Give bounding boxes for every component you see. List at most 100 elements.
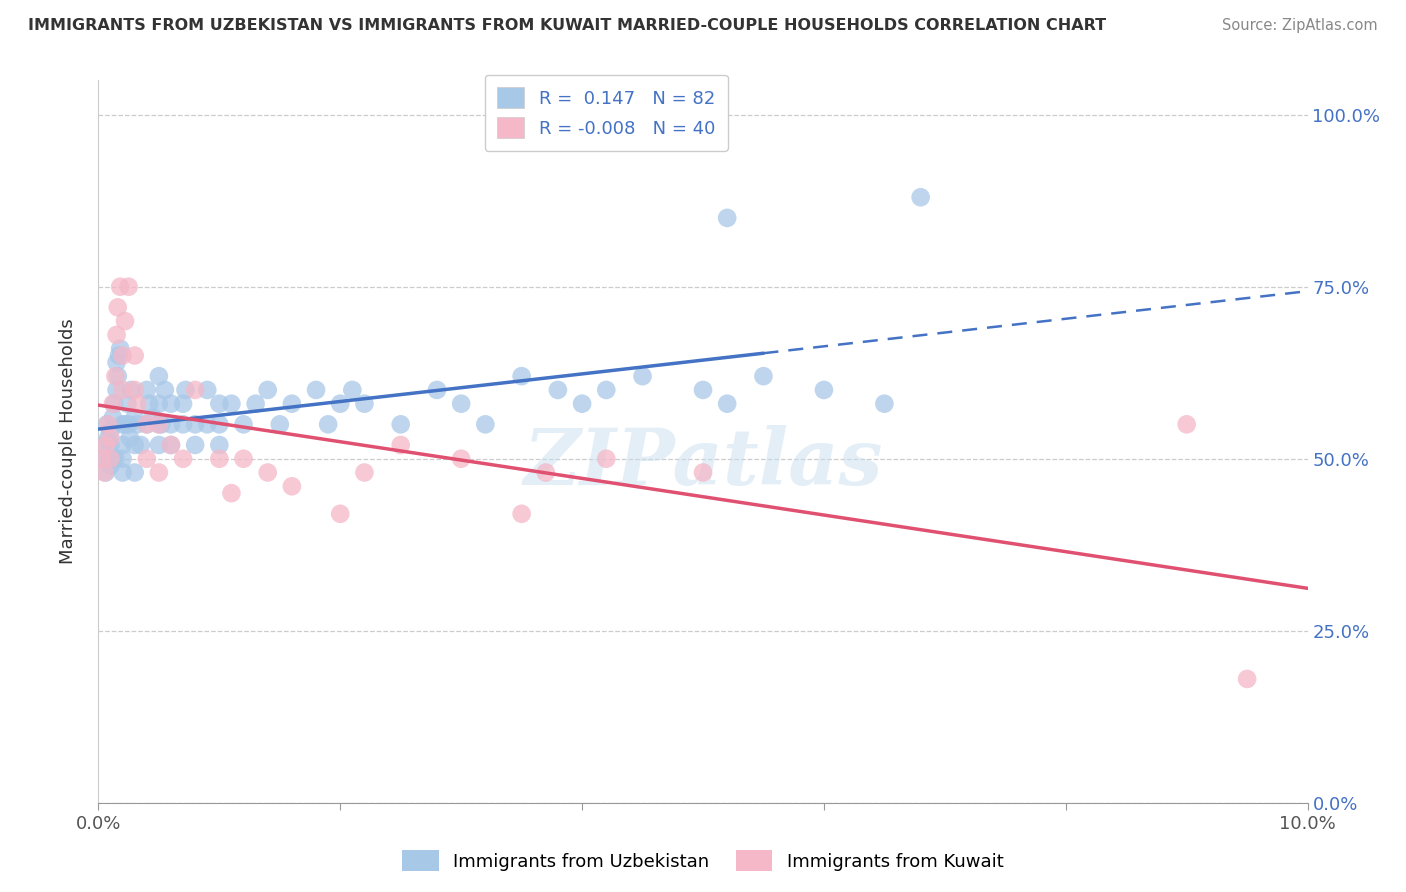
Point (142, 410, 165, 425)
Point (160, 438, 183, 452)
Point (101, 410, 124, 425)
Point (256, 466, 278, 480)
Point (118, 279, 141, 293)
Point (172, 451, 194, 466)
Point (135, 383, 157, 397)
Point (100, 438, 122, 452)
Point (195, 383, 218, 397)
Y-axis label: Married-couple Households: Married-couple Households (59, 318, 77, 565)
Point (450, 451, 472, 466)
Point (281, 479, 304, 493)
Point (316, 417, 339, 432)
Point (91, 451, 114, 466)
Point (104, 369, 127, 384)
Point (631, 369, 654, 384)
Point (426, 383, 449, 397)
Point (114, 314, 136, 328)
Point (534, 466, 557, 480)
Text: Source: ZipAtlas.com: Source: ZipAtlas.com (1222, 18, 1378, 33)
Point (124, 383, 146, 397)
Point (111, 466, 134, 480)
Point (450, 397, 472, 411)
Point (105, 327, 128, 342)
Point (108, 349, 131, 363)
Point (221, 486, 243, 500)
Point (208, 438, 231, 452)
Point (510, 507, 533, 521)
Point (153, 383, 176, 397)
Point (124, 438, 146, 452)
Point (329, 397, 352, 411)
Point (104, 451, 127, 466)
Point (873, 397, 896, 411)
Text: IMMIGRANTS FROM UZBEKISTAN VS IMMIGRANTS FROM KUWAIT MARRIED-COUPLE HOUSEHOLDS C: IMMIGRANTS FROM UZBEKISTAN VS IMMIGRANTS… (28, 18, 1107, 33)
Point (269, 417, 291, 432)
Point (910, 190, 932, 204)
Point (571, 397, 593, 411)
Text: ZIPatlas: ZIPatlas (523, 425, 883, 501)
Point (174, 383, 197, 397)
Point (692, 383, 714, 397)
Point (100, 424, 122, 438)
Point (148, 417, 170, 432)
Point (208, 397, 231, 411)
Point (1175, 417, 1198, 432)
Point (124, 410, 146, 425)
Point (595, 451, 617, 466)
Point (172, 417, 194, 432)
Point (752, 369, 775, 384)
Point (118, 417, 141, 432)
Point (160, 397, 183, 411)
Point (245, 397, 267, 411)
Point (692, 466, 714, 480)
Point (124, 466, 146, 480)
Point (160, 417, 183, 432)
Point (135, 417, 157, 432)
Point (510, 369, 533, 384)
Point (94, 438, 117, 452)
Point (100, 431, 122, 445)
Point (101, 451, 124, 466)
Point (342, 383, 364, 397)
Point (148, 438, 170, 452)
Point (120, 383, 142, 397)
Point (232, 417, 254, 432)
Point (353, 466, 375, 480)
Point (221, 397, 243, 411)
Point (100, 458, 122, 473)
Point (195, 417, 218, 432)
Point (93, 438, 115, 452)
Point (547, 383, 569, 397)
Point (160, 438, 183, 452)
Point (329, 507, 352, 521)
Point (108, 342, 131, 356)
Point (1236, 672, 1258, 686)
Point (232, 451, 254, 466)
Point (716, 211, 738, 225)
Point (595, 383, 617, 397)
Point (184, 417, 207, 432)
Point (148, 369, 170, 384)
Point (184, 438, 207, 452)
Point (281, 397, 304, 411)
Legend: R =  0.147   N = 82, R = -0.008   N = 40: R = 0.147 N = 82, R = -0.008 N = 40 (485, 75, 728, 151)
Point (813, 383, 835, 397)
Point (105, 355, 128, 369)
Point (101, 397, 124, 411)
Point (138, 397, 160, 411)
Point (107, 301, 129, 315)
Point (127, 397, 149, 411)
Point (100, 451, 122, 466)
Point (111, 349, 134, 363)
Point (208, 417, 231, 432)
Point (127, 417, 149, 432)
Point (94, 466, 117, 480)
Point (103, 397, 125, 411)
Point (97, 417, 120, 432)
Point (111, 438, 134, 452)
Point (114, 417, 136, 432)
Point (150, 417, 173, 432)
Point (105, 383, 128, 397)
Point (117, 397, 139, 411)
Point (474, 417, 496, 432)
